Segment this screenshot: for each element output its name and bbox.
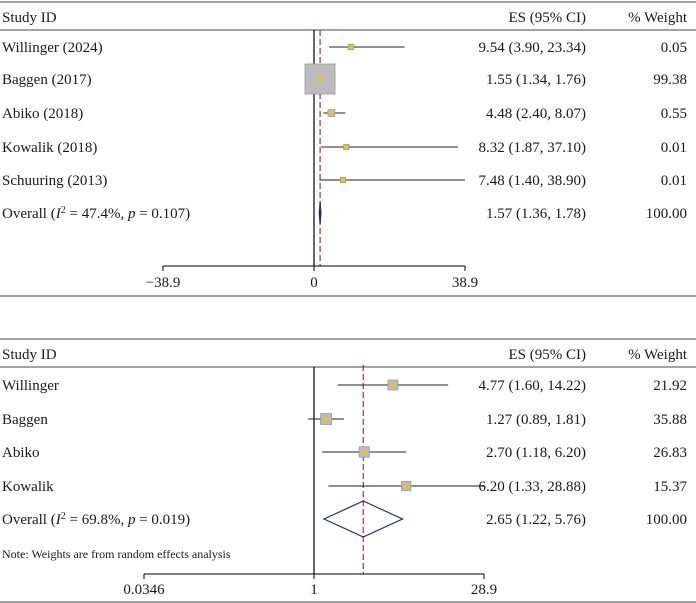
- point-estimate: [362, 450, 367, 454]
- study-es-ci: 4.48 (2.40, 8.07): [486, 106, 586, 122]
- overall-label: Overall (I2 = 47.4%, p = 0.107): [2, 205, 190, 223]
- point-estimate: [318, 77, 323, 81]
- overall-label-i2-exponent: 2: [61, 205, 66, 216]
- header-weight: % Weight: [628, 347, 688, 363]
- point-estimate: [344, 145, 349, 149]
- header-weight: % Weight: [628, 10, 688, 26]
- header-es-ci: ES (95% CI): [509, 10, 587, 26]
- overall-label-p-symbol: p: [127, 512, 136, 528]
- study-es-ci: 6.20 (1.33, 28.88): [479, 479, 587, 495]
- overall-label-i2-text: = 47.4%,: [66, 206, 128, 222]
- study-weight: 0.05: [661, 40, 687, 56]
- overall-diamond: [322, 500, 404, 538]
- study-es-ci: 4.77 (1.60, 14.22): [479, 378, 587, 394]
- overall-label-i2-symbol: I: [55, 512, 62, 528]
- x-tick-label: 1: [310, 582, 318, 598]
- x-tick-label: −38.9: [146, 275, 181, 291]
- overall-label-i2-text: = 69.8%,: [66, 512, 128, 528]
- overall-label-i2-symbol: I: [55, 206, 62, 222]
- study-name: Willinger (2024): [2, 40, 103, 56]
- header-study-id: Study ID: [2, 10, 57, 26]
- study-name: Abiko: [2, 445, 40, 461]
- study-weight: 0.01: [661, 140, 687, 156]
- study-weight: 0.55: [661, 106, 687, 122]
- study-name: Willinger: [2, 378, 59, 394]
- study-name: Baggen (2017): [2, 72, 92, 88]
- overall-label-i2-exponent: 2: [61, 511, 66, 522]
- study-name: Abiko (2018): [2, 106, 83, 122]
- overall-diamond: [318, 201, 322, 225]
- study-weight: 21.92: [653, 378, 687, 394]
- study-weight: 0.01: [661, 173, 687, 189]
- overall-label-prefix: Overall (: [2, 512, 56, 528]
- study-es-ci: 8.32 (1.87, 37.10): [479, 140, 587, 156]
- point-estimate: [390, 383, 395, 387]
- study-es-ci: 2.70 (1.18, 6.20): [486, 445, 586, 461]
- point-estimate: [349, 45, 354, 49]
- x-tick-label: 0.0346: [123, 582, 165, 598]
- study-weight: 99.38: [653, 72, 687, 88]
- overall-label-p-text: = 0.019): [135, 512, 190, 528]
- study-weight: 35.88: [653, 412, 687, 428]
- x-tick-label: 28.9: [471, 582, 497, 598]
- study-name: Kowalik (2018): [2, 140, 97, 156]
- study-name: Kowalik: [2, 479, 54, 495]
- point-estimate: [404, 484, 409, 488]
- study-es-ci: 1.55 (1.34, 1.76): [486, 72, 586, 88]
- x-tick-label: 0: [310, 275, 318, 291]
- overall-es-ci: 2.65 (1.22, 5.76): [486, 512, 586, 528]
- overall-es-ci: 1.57 (1.36, 1.78): [486, 206, 586, 222]
- x-tick-label: 38.9: [452, 275, 478, 291]
- overall-label-prefix: Overall (: [2, 206, 56, 222]
- point-estimate: [324, 417, 329, 421]
- overall-weight: 100.00: [646, 206, 687, 222]
- weights-note: Note: Weights are from random effects an…: [2, 547, 231, 561]
- overall-label-p-text: = 0.107): [135, 206, 190, 222]
- header-es-ci: ES (95% CI): [509, 347, 587, 363]
- overall-label-p-symbol: p: [127, 206, 136, 222]
- study-weight: 26.83: [653, 445, 687, 461]
- overall-weight: 100.00: [646, 512, 687, 528]
- header-study-id: Study ID: [2, 347, 57, 363]
- study-es-ci: 9.54 (3.90, 23.34): [479, 40, 587, 56]
- study-name: Baggen: [2, 412, 48, 428]
- point-estimate: [329, 111, 334, 115]
- study-es-ci: 1.27 (0.89, 1.81): [486, 412, 586, 428]
- overall-label: Overall (I2 = 69.8%, p = 0.019): [2, 511, 190, 529]
- study-name: Schuuring (2013): [2, 173, 107, 189]
- study-es-ci: 7.48 (1.40, 38.90): [479, 173, 587, 189]
- study-weight: 15.37: [653, 479, 687, 495]
- point-estimate: [341, 178, 346, 182]
